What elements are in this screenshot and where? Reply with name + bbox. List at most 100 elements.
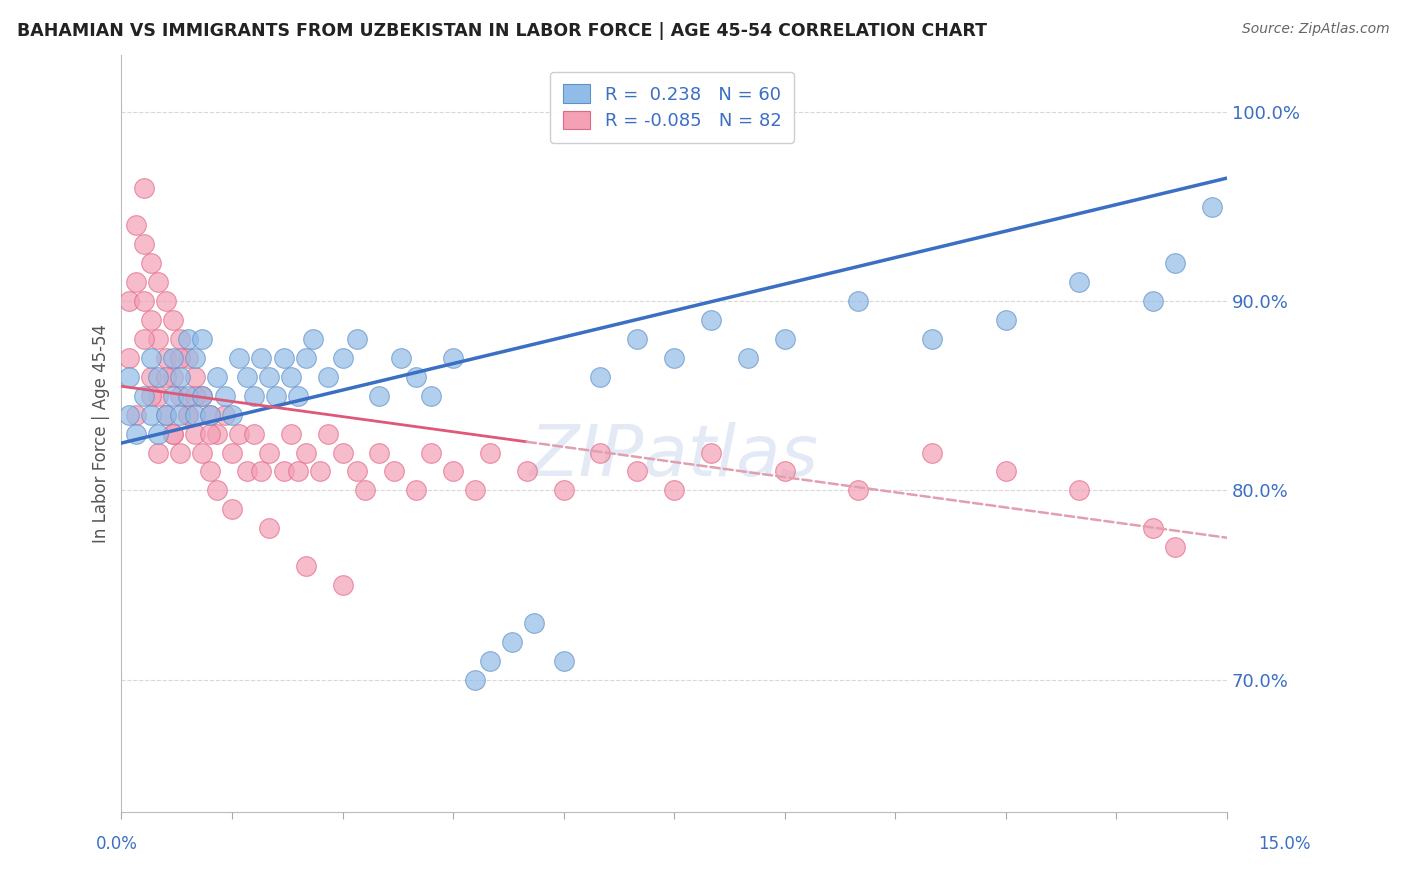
Point <box>207 483 229 498</box>
Point <box>235 369 257 384</box>
Text: BAHAMIAN VS IMMIGRANTS FROM UZBEKISTAN IN LABOR FORCE | AGE 45-54 CORRELATION CH: BAHAMIAN VS IMMIGRANTS FROM UZBEKISTAN I… <box>17 22 987 40</box>
Point <box>1142 294 1164 309</box>
Point <box>169 332 191 346</box>
Point <box>184 369 207 384</box>
Point <box>921 445 943 459</box>
Point <box>846 483 869 498</box>
Point <box>626 332 648 346</box>
Point <box>243 426 266 441</box>
Point <box>221 445 243 459</box>
Point <box>125 408 148 422</box>
Point <box>257 369 280 384</box>
Legend: R =  0.238   N = 60, R = -0.085   N = 82: R = 0.238 N = 60, R = -0.085 N = 82 <box>551 71 794 143</box>
Point <box>287 465 309 479</box>
Point <box>177 351 200 365</box>
Point <box>139 408 162 422</box>
Point <box>441 351 464 365</box>
Point <box>132 237 155 252</box>
Point <box>228 351 250 365</box>
Point <box>419 389 441 403</box>
Point <box>125 219 148 233</box>
Point <box>148 426 170 441</box>
Point <box>214 389 236 403</box>
Point <box>589 445 612 459</box>
Point <box>184 351 207 365</box>
Point <box>273 465 295 479</box>
Point <box>478 654 501 668</box>
Point <box>553 483 575 498</box>
Point <box>273 351 295 365</box>
Point <box>125 275 148 289</box>
Point <box>464 483 486 498</box>
Point <box>1201 200 1223 214</box>
Point <box>280 426 302 441</box>
Point <box>191 389 214 403</box>
Point <box>994 465 1017 479</box>
Point <box>118 351 141 365</box>
Text: 0.0%: 0.0% <box>96 835 138 853</box>
Point <box>191 445 214 459</box>
Point <box>250 351 273 365</box>
Point <box>118 369 141 384</box>
Point <box>346 332 368 346</box>
Point <box>346 465 368 479</box>
Point <box>391 351 413 365</box>
Point <box>1069 275 1091 289</box>
Point <box>139 351 162 365</box>
Point <box>198 408 221 422</box>
Point <box>243 389 266 403</box>
Point <box>464 673 486 687</box>
Point <box>184 408 207 422</box>
Point <box>405 483 427 498</box>
Point <box>368 389 391 403</box>
Point <box>198 465 221 479</box>
Point <box>132 294 155 309</box>
Point <box>1069 483 1091 498</box>
Point <box>441 465 464 479</box>
Y-axis label: In Labor Force | Age 45-54: In Labor Force | Age 45-54 <box>93 324 110 543</box>
Point <box>139 369 162 384</box>
Point <box>162 351 184 365</box>
Point <box>294 351 316 365</box>
Text: 15.0%: 15.0% <box>1258 835 1310 853</box>
Point <box>1164 540 1187 554</box>
Point <box>132 180 155 194</box>
Point <box>700 445 723 459</box>
Point <box>773 332 796 346</box>
Point <box>162 313 184 327</box>
Point <box>287 389 309 403</box>
Point <box>139 256 162 270</box>
Point <box>155 408 177 422</box>
Point <box>228 426 250 441</box>
Point <box>139 313 162 327</box>
Point <box>162 426 184 441</box>
Point <box>1142 521 1164 535</box>
Point <box>316 369 339 384</box>
Point <box>353 483 375 498</box>
Point <box>316 426 339 441</box>
Point <box>125 426 148 441</box>
Point <box>169 408 191 422</box>
Point <box>148 332 170 346</box>
Point <box>184 426 207 441</box>
Point <box>207 369 229 384</box>
Text: ZIPatlas: ZIPatlas <box>530 422 818 491</box>
Point <box>1164 256 1187 270</box>
Point <box>302 332 325 346</box>
Point <box>257 445 280 459</box>
Point <box>155 408 177 422</box>
Point <box>382 465 405 479</box>
Point <box>419 445 441 459</box>
Point <box>235 465 257 479</box>
Point <box>169 445 191 459</box>
Point <box>294 445 316 459</box>
Point <box>169 389 191 403</box>
Point <box>148 445 170 459</box>
Point <box>501 634 523 648</box>
Point <box>553 654 575 668</box>
Point <box>177 408 200 422</box>
Point <box>264 389 287 403</box>
Point <box>169 351 191 365</box>
Point <box>921 332 943 346</box>
Point <box>626 465 648 479</box>
